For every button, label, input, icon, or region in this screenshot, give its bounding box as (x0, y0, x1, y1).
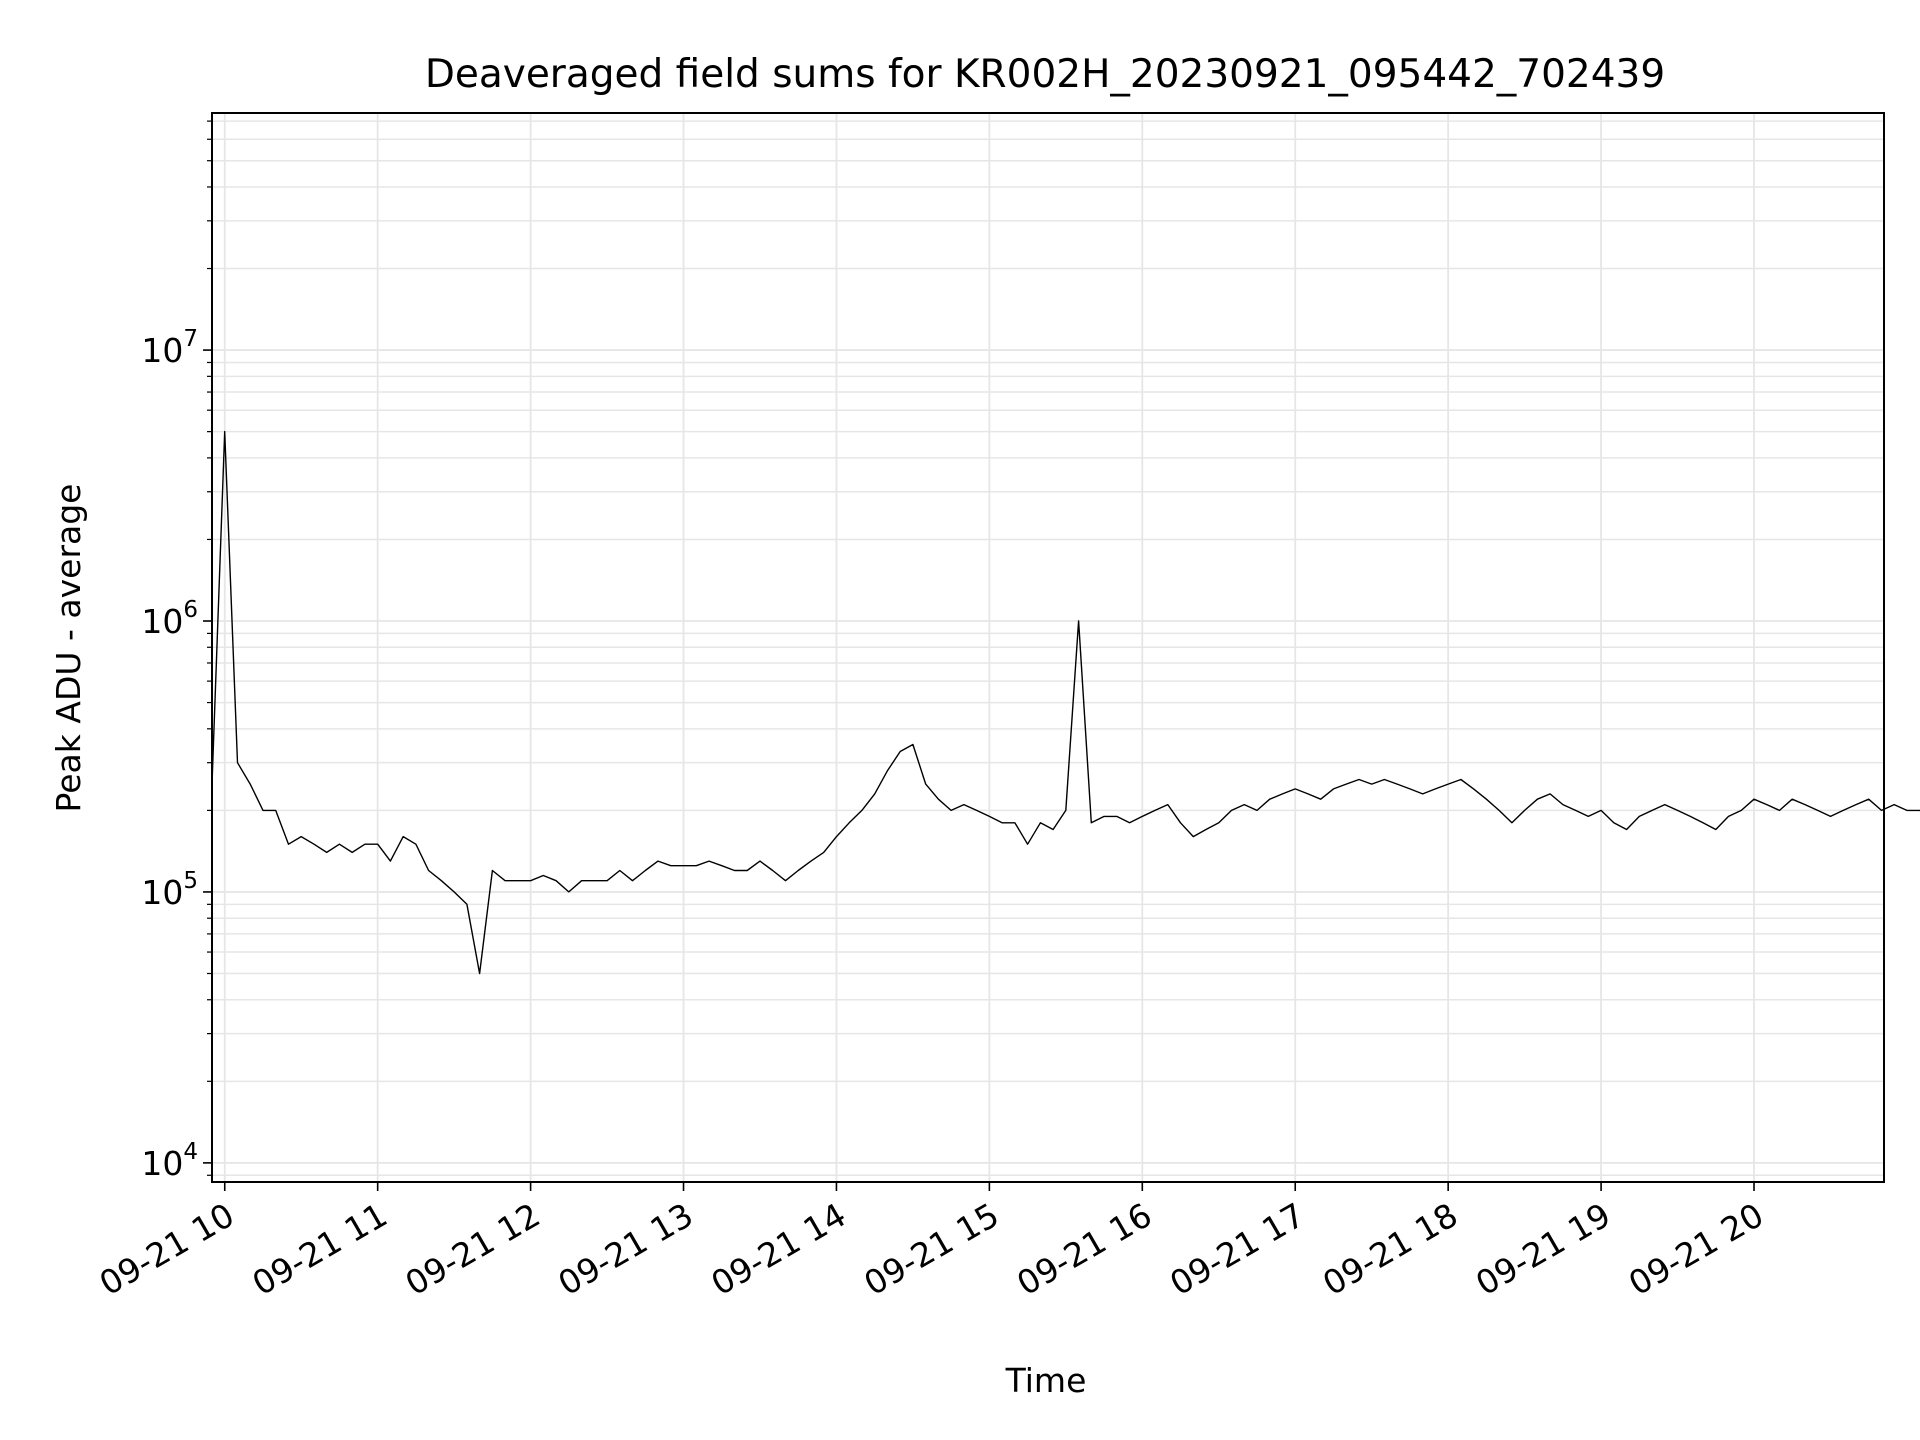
x-tick-label: 09-21 19 (1469, 1195, 1617, 1303)
grid (212, 113, 1884, 1182)
y-tick-label: 106 (141, 597, 198, 641)
y-tick-label: 107 (141, 326, 198, 370)
y-tick-label: 105 (141, 868, 198, 912)
x-tick-label: 09-21 16 (1010, 1195, 1158, 1303)
x-tick-label: 09-21 12 (399, 1195, 547, 1303)
x-axis-label: Time (1005, 1361, 1087, 1400)
x-tick-label: 09-21 20 (1622, 1195, 1770, 1303)
x-tick-label: 09-21 14 (704, 1195, 852, 1303)
plot-frame (211, 112, 1885, 1183)
x-tick-label: 09-21 17 (1163, 1195, 1311, 1303)
x-tick-label: 09-21 11 (246, 1195, 394, 1303)
x-tick-label: 09-21 10 (93, 1195, 241, 1303)
y-axis-label: Peak ADU - average (49, 484, 88, 813)
y-axis: 104 105 106 107 (141, 120, 212, 1183)
x-tick-label: 09-21 15 (857, 1195, 1005, 1303)
x-tick-label: 09-21 13 (552, 1195, 700, 1303)
y-tick-label: 104 (141, 1139, 198, 1183)
x-axis: 09-21 10 09-21 11 09-21 12 09-21 13 09-21 14… (93, 1182, 1770, 1303)
series-line (211, 430, 1920, 975)
x-tick-label: 09-21 18 (1316, 1195, 1464, 1303)
chart-title: Deaveraged field sums for KR002H_2023092… (425, 52, 1665, 97)
